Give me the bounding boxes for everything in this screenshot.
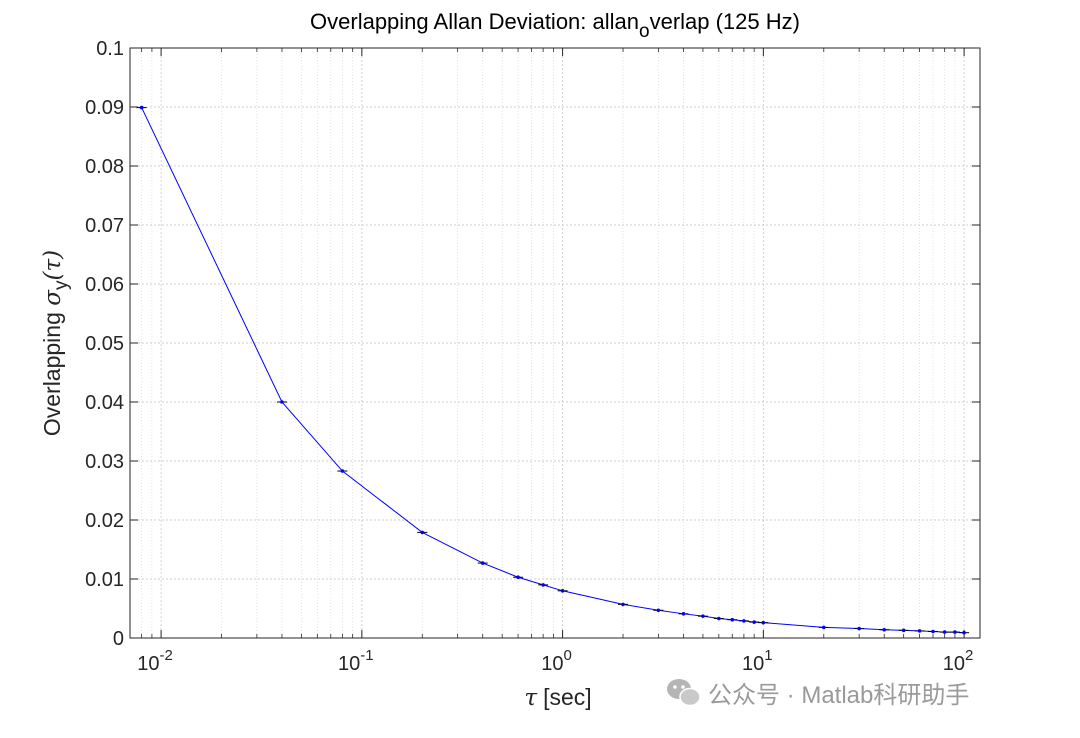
data-point <box>730 617 735 622</box>
data-point <box>882 627 887 632</box>
x-tick-exponent: -2 <box>160 647 173 664</box>
x-axis-label: τ [sec] <box>524 684 591 711</box>
data-point <box>931 629 935 634</box>
data-point <box>752 620 756 624</box>
plot-frame <box>129 47 981 639</box>
data-point <box>761 620 766 625</box>
title-main: Overlapping Allan Deviation: allan <box>310 9 639 34</box>
y-tick-label: 0.07 <box>85 215 124 237</box>
y-tick-label: 0.08 <box>85 156 124 178</box>
x-tick-exponent: -1 <box>360 647 373 664</box>
ylabel-subscript: y <box>51 280 72 290</box>
data-point <box>139 105 144 110</box>
x-tick-base: 10 <box>541 653 563 675</box>
ylabel-sigma: σ <box>40 289 66 306</box>
y-axis-label: Overlapping σy(τ) <box>39 250 72 436</box>
x-tick-label: 101 <box>742 647 773 675</box>
x-tick-exponent: 1 <box>764 647 772 664</box>
x-tick-base: 10 <box>338 653 360 675</box>
x-tick-labels: 10-2 10-1 100 101 102 <box>137 647 973 675</box>
data-point <box>742 619 746 623</box>
data-point <box>857 626 861 631</box>
series-layer <box>136 105 970 635</box>
x-tick-base: 10 <box>943 653 965 675</box>
x-tick-base: 10 <box>137 653 159 675</box>
y-tick-label: 0.03 <box>85 451 124 473</box>
data-point <box>681 612 686 616</box>
xlabel-tau: τ <box>524 685 538 711</box>
data-point <box>701 614 705 618</box>
data-point <box>717 616 721 621</box>
y-tick-labels: 0 0.01 0.02 0.03 0.04 0.05 0.06 0.07 0.08 0.09 0.1 <box>85 38 124 650</box>
data-point <box>621 602 625 607</box>
data-point <box>516 575 520 580</box>
x-tick-exponent: 2 <box>965 647 973 664</box>
x-tick-label: 10-1 <box>338 647 374 675</box>
ylabel-tail: (τ) <box>40 250 66 281</box>
watermark-text: 公众号 · Matlab科研助手 <box>708 682 969 709</box>
data-point <box>656 608 661 613</box>
ylabel-prefix: Overlapping <box>39 306 65 436</box>
y-tick-label: 0.05 <box>85 333 124 355</box>
x-tick-exponent: 0 <box>564 647 572 664</box>
data-point <box>541 583 545 587</box>
y-tick-label: 0.09 <box>85 97 124 119</box>
axis-ticks <box>129 47 980 639</box>
y-tick-label: 0 <box>113 628 124 650</box>
y-tick-label: 0.01 <box>85 569 124 591</box>
y-tick-label: 0.1 <box>96 38 124 60</box>
xlabel-unit: [sec] <box>543 684 592 710</box>
data-point <box>480 561 485 565</box>
y-tick-label: 0.06 <box>85 274 124 296</box>
data-point <box>953 630 957 634</box>
data-point <box>560 589 565 593</box>
data-point <box>340 469 345 473</box>
x-tick-label: 10-2 <box>137 647 173 675</box>
title-tail: verlap (125 Hz) <box>650 9 800 34</box>
chart-title: Overlapping Allan Deviation: allanoverla… <box>310 9 800 42</box>
x-tick-label: 100 <box>541 647 572 675</box>
y-tick-label: 0.02 <box>85 510 124 532</box>
data-point <box>420 530 425 535</box>
x-tick-label: 102 <box>943 647 974 675</box>
x-tick-base: 10 <box>742 653 764 675</box>
data-point <box>821 625 826 630</box>
data-point <box>280 400 284 404</box>
data-point <box>917 629 922 633</box>
y-tick-label: 0.04 <box>85 392 124 414</box>
data-point <box>901 628 906 633</box>
title-subscript: o <box>639 21 650 42</box>
data-point <box>942 630 947 634</box>
data-point <box>962 630 966 635</box>
wechat-icon <box>667 679 701 707</box>
watermark: 公众号 · Matlab科研助手 <box>667 679 969 709</box>
